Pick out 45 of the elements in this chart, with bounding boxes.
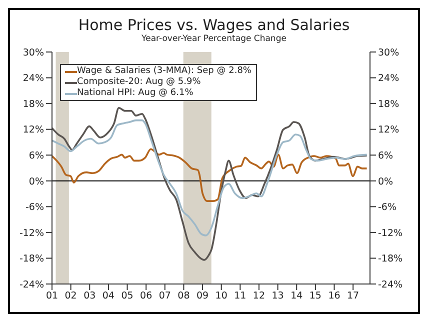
x-tick-label: 02 bbox=[64, 290, 77, 302]
legend-label: Wage & Salaries (3-MMA): Sep @ 2.8% bbox=[77, 66, 252, 77]
line-series bbox=[52, 148, 368, 202]
line-series bbox=[52, 106, 368, 261]
y-tick-label: 6% bbox=[28, 150, 44, 162]
x-tick-label: 17 bbox=[347, 290, 360, 302]
x-tick-label: 16 bbox=[328, 290, 340, 302]
y2-tick-label: -6% bbox=[378, 202, 396, 214]
x-tick-label: 12 bbox=[252, 290, 266, 302]
y-tick-label: 0% bbox=[28, 176, 44, 188]
x-tick-label: 09 bbox=[196, 290, 209, 302]
y2-tick-label: 18% bbox=[378, 98, 400, 110]
x-tick-label: 08 bbox=[178, 290, 190, 302]
x-tick-label: 10 bbox=[215, 290, 228, 302]
chart-title: Home Prices vs. Wages and Salaries bbox=[77, 16, 351, 34]
y-tick-label: -18% bbox=[19, 254, 44, 265]
y2-tick-label: -18% bbox=[378, 254, 403, 265]
y2-tick-label: 30% bbox=[378, 47, 400, 58]
y-tick-label: -24% bbox=[19, 279, 44, 290]
x-tick-label: 03 bbox=[84, 290, 96, 302]
y-tick-label: -6% bbox=[26, 202, 44, 214]
x-tick-label: 01 bbox=[46, 290, 58, 302]
y2-tick-label: 24% bbox=[378, 73, 400, 84]
y-tick-label: 30% bbox=[22, 47, 44, 58]
legend-label: Composite-20: Aug @ 5.9% bbox=[77, 77, 201, 88]
line-series bbox=[52, 119, 368, 236]
y-tick-label: 18% bbox=[22, 98, 44, 110]
y2-tick-label: 0% bbox=[378, 176, 394, 188]
y-tick-label: 24% bbox=[22, 73, 44, 84]
y2-tick-label: 6% bbox=[378, 150, 394, 162]
x-tick-label: 04 bbox=[102, 290, 114, 302]
legend-label: National HPI: Aug @ 6.1% bbox=[77, 88, 194, 99]
chart-subtitle: Year-over-Year Percentage Change bbox=[140, 34, 288, 44]
y-tick-label: -12% bbox=[19, 228, 44, 239]
x-tick-label: 05 bbox=[121, 290, 134, 302]
y-tick-label: 12% bbox=[22, 124, 44, 136]
x-tick-label: 11 bbox=[234, 290, 246, 302]
x-tick-label: 06 bbox=[140, 290, 152, 302]
y2-tick-label: -24% bbox=[378, 279, 403, 290]
x-tick-label: 07 bbox=[158, 290, 171, 302]
x-tick-label: 14 bbox=[290, 290, 303, 302]
y2-tick-label: 12% bbox=[378, 124, 400, 136]
y2-tick-label: -12% bbox=[378, 228, 403, 239]
x-tick-label: 15 bbox=[309, 290, 322, 302]
x-tick-label: 13 bbox=[272, 290, 284, 302]
